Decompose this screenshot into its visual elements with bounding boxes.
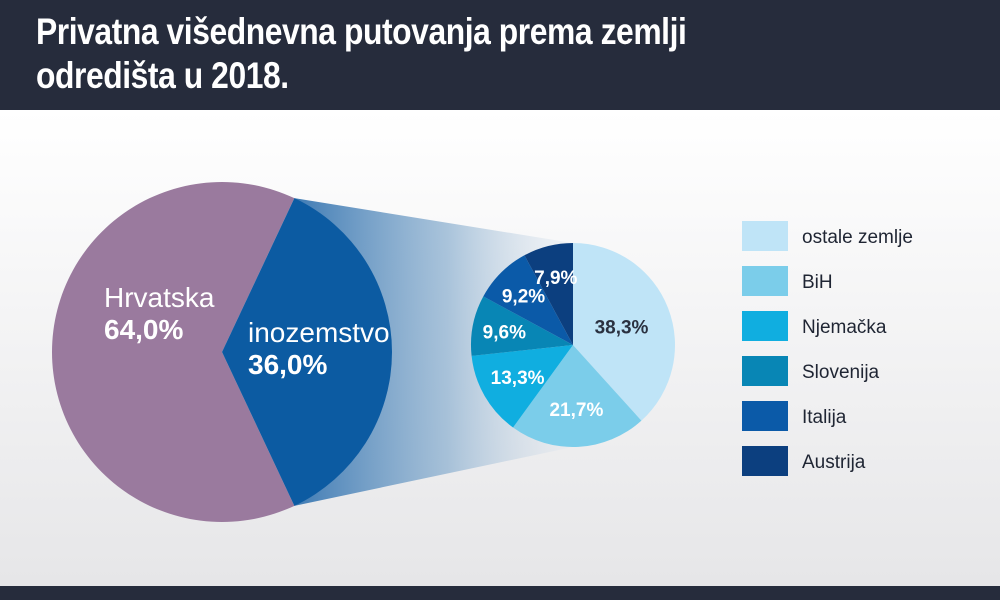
pie-slice-ostale-zemlje	[573, 243, 675, 421]
pie-slice-austrija	[524, 243, 573, 345]
legend-swatch-austrija	[742, 446, 788, 476]
legend-swatch-ostale-zemlje	[742, 221, 788, 251]
legend-swatch-njemacka	[742, 311, 788, 341]
legend-label-ostale-zemlje: ostale zemlje	[802, 227, 913, 248]
slice-value-slovenija: 9,6%	[483, 322, 526, 343]
legend-swatch-bih	[742, 266, 788, 296]
pie-slice-slovenija	[471, 296, 573, 356]
pie-slice-hrvatska	[51, 181, 295, 522]
pie-slice-njemacka	[471, 345, 573, 428]
header-bar: Privatna višednevna putovanja prema zeml…	[0, 0, 1000, 110]
slice-value-ostale-zemlje: 38,3%	[595, 317, 649, 338]
legend-swatch-slovenija	[742, 356, 788, 386]
pie-slice-bih	[513, 345, 642, 447]
slice-value-bih: 21,7%	[549, 400, 603, 421]
slice-value-italija: 9,2%	[502, 287, 545, 308]
legend-label-austrija: Austrija	[802, 452, 866, 473]
legend-label-italija: Italija	[802, 407, 847, 428]
footer-bar	[0, 586, 1000, 600]
slice-value-austrija: 7,9%	[534, 268, 577, 289]
legend-swatch-italija	[742, 401, 788, 431]
slice-label-inozemstvo: inozemstvo	[248, 317, 390, 348]
legend-label-bih: BiH	[802, 272, 833, 293]
slice-label-hrvatska: Hrvatska	[104, 282, 215, 313]
pie-slice-inozemstvo	[222, 198, 392, 506]
slice-value-hrvatska: 64,0%	[104, 314, 183, 345]
chart-title: Privatna višednevna putovanja prema zeml…	[36, 11, 687, 96]
legend-label-slovenija: Slovenija	[802, 362, 880, 383]
chart-panel: Hrvatska 64,0% inozemstvo 36,0% 38,3% 21,7% 1…	[0, 110, 1000, 586]
legend-label-njemacka: Njemačka	[802, 317, 887, 338]
slice-value-inozemstvo: 36,0%	[248, 349, 327, 380]
slice-value-njemacka: 13,3%	[491, 368, 545, 389]
pie-slice-italija	[483, 255, 573, 345]
